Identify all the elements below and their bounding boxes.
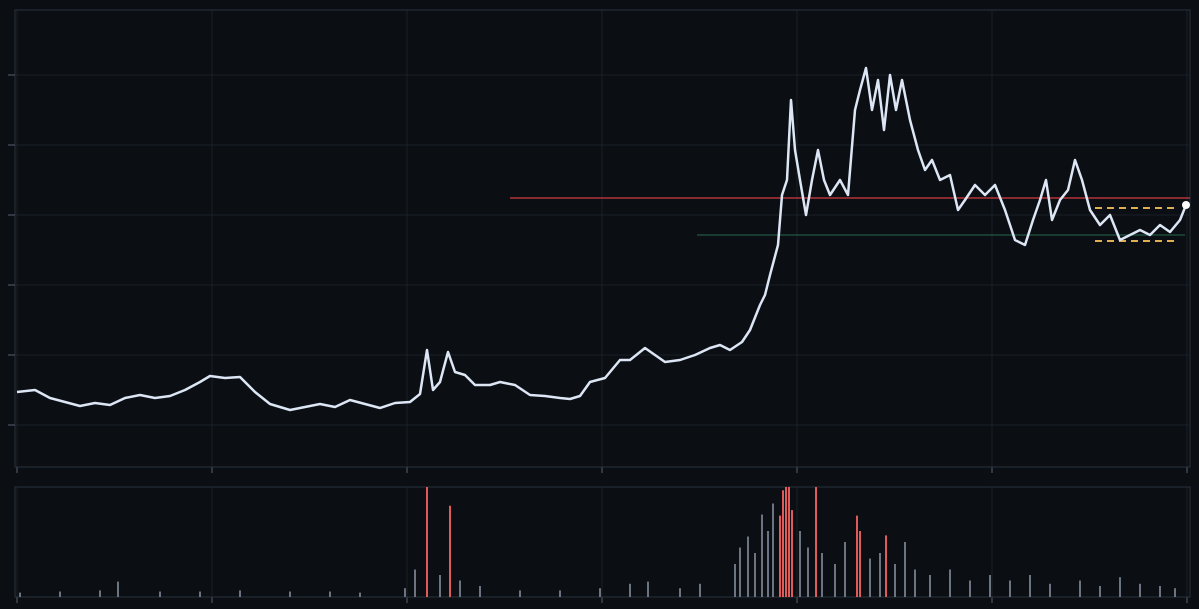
volume-bar [599,588,601,597]
volume-bar [459,580,461,597]
volume-bar [894,564,896,597]
volume-bar [1009,580,1011,597]
volume-bar [439,575,441,597]
volume-bar [479,586,481,597]
volume-bar [779,515,781,597]
volume-bar [859,531,861,597]
volume-bar [629,583,631,597]
volume-bar [969,580,971,597]
volume-bar [414,569,416,597]
volume-bar [767,531,769,597]
volume-bar [914,569,916,597]
volume-bar [1029,575,1031,597]
volume-bar [59,591,61,597]
volume-bar [739,547,741,597]
panel-frame [14,9,1191,468]
volume-bar [1159,586,1161,597]
volume-bar [761,514,763,597]
price-line [16,66,1188,412]
volume-bar [199,591,201,597]
volume-bar [834,564,836,597]
volume-bar [844,542,846,597]
volume-bar [885,535,887,597]
volume-bar [904,542,906,597]
volume-bar [821,553,823,597]
volume-bar [856,515,858,597]
volume-bar [1119,577,1121,597]
volume-bar [799,531,801,597]
volume-bar [426,487,428,597]
panel-frame [14,486,1191,598]
volume-bar [1079,580,1081,597]
volume-bar [815,487,817,597]
volume-bar [519,590,521,597]
volume-bar [359,592,361,597]
volume-bar [929,575,931,597]
volume-bar [1139,583,1141,597]
volume-bar [869,558,871,597]
volume-bar [239,590,241,597]
volume-bar [1174,588,1176,597]
volume-bar [879,553,881,597]
volume-bar [329,591,331,597]
volume-bar [807,547,809,597]
volume-bar [791,510,793,597]
volume-bar [782,490,784,597]
volume-bar [99,590,101,597]
volume-bar [19,592,21,597]
volume-bar [772,503,774,597]
volume-bar [449,505,451,597]
volume-bar [989,575,991,597]
volume-bar [734,564,736,597]
volume-bar [1099,586,1101,597]
volume-bar [289,591,291,597]
last-point [1182,201,1190,209]
volume-bar [1049,583,1051,597]
volume-bar [679,588,681,597]
volume-bar [117,581,119,597]
volume-bar [559,590,561,597]
volume-bar [699,583,701,597]
volume-bar [404,588,406,597]
volume-bar [949,569,951,597]
volume-bar [754,553,756,597]
volume-bar [647,581,649,597]
volume-bar [785,487,787,597]
volume-bar [788,487,790,597]
volume-bar [747,536,749,597]
volume-bar [159,591,161,597]
